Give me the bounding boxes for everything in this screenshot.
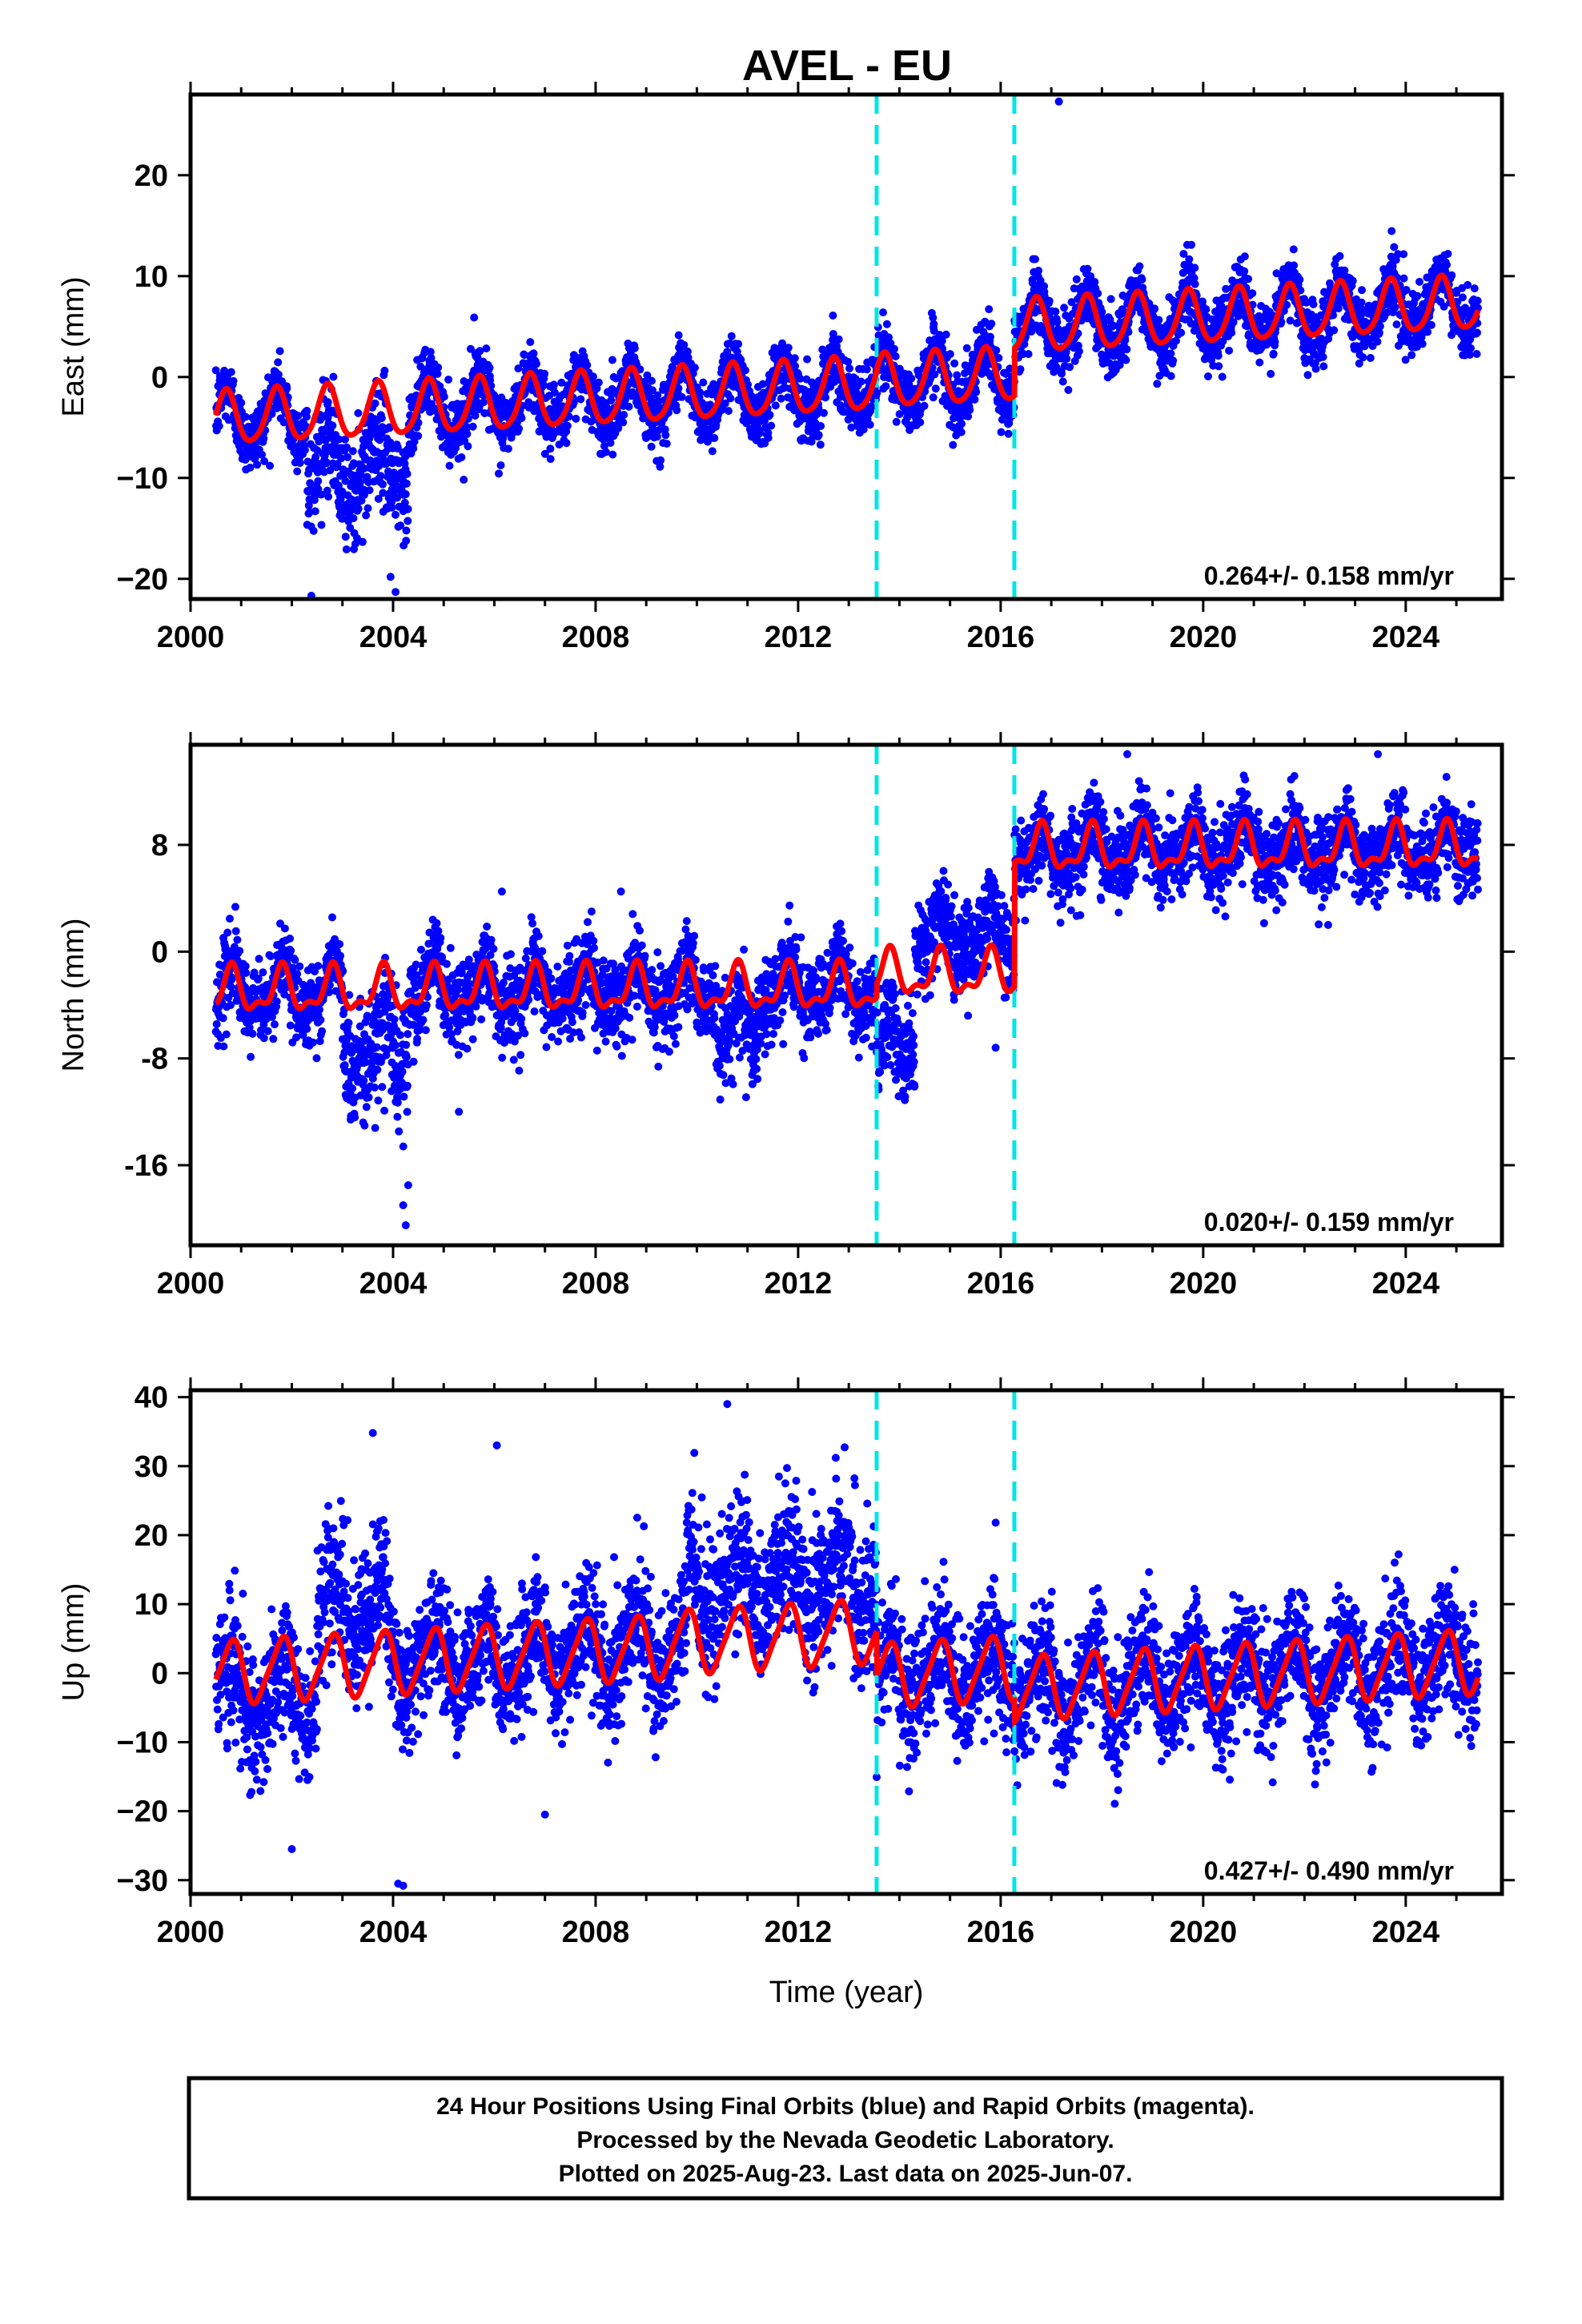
data-points <box>211 750 1482 1229</box>
y-axis-label: Up (mm) <box>57 1583 90 1702</box>
x-tick-label: 2016 <box>967 1267 1035 1301</box>
velocity-annotation: 0.427+/- 0.490 mm/yr <box>1204 1856 1454 1885</box>
final-orbit-positions <box>211 97 1482 599</box>
velocity-annotation: 0.264+/- 0.158 mm/yr <box>1204 561 1454 590</box>
up-panel: 2000 2004 2008 2012 2016 2020 2024 −30 −20 −10 0 10… <box>57 1377 1515 2009</box>
x-tick-label: 2012 <box>765 621 833 654</box>
y-tick-label: 0 <box>151 361 168 395</box>
caption-box: 24 Hour Positions Using Final Orbits (bl… <box>187 2076 1504 2201</box>
x-tick-label: 2024 <box>1372 1916 1440 1949</box>
y-axis-label: North (mm) <box>57 918 90 1072</box>
x-tick-label: 2000 <box>157 1916 225 1949</box>
x-tick-label: 2020 <box>1170 621 1238 654</box>
final-orbit-positions <box>211 1400 1482 1890</box>
plot-frame <box>188 92 1504 601</box>
x-tick-label: 2004 <box>359 1267 428 1301</box>
x-tick-label: 2012 <box>765 1916 833 1949</box>
x-tick-label: 2004 <box>359 621 428 654</box>
y-tick-label: 8 <box>151 829 168 862</box>
model-fit-line <box>214 815 1480 1012</box>
y-axis-label: East (mm) <box>57 276 90 416</box>
data-points <box>211 1400 1482 1890</box>
y-tick-label: −20 <box>117 563 168 597</box>
figure-title: AVEL - EU <box>742 42 952 90</box>
x-tick-label: 2020 <box>1170 1916 1238 1949</box>
y-tick-label: 10 <box>135 1588 168 1622</box>
y-tick-label: −20 <box>117 1795 168 1829</box>
x-tick-label: 2024 <box>1372 1267 1440 1301</box>
x-tick-label: 2012 <box>765 1267 833 1301</box>
model-fit-line <box>213 1598 1481 1728</box>
x-tick-label: 2016 <box>967 621 1035 654</box>
x-axis-label: Time (year) <box>769 1976 924 2009</box>
data-points <box>211 97 1482 599</box>
y-tick-label: −10 <box>117 1726 168 1759</box>
final-orbit-positions <box>211 750 1482 1229</box>
x-tick-label: 2004 <box>359 1916 428 1949</box>
y-tick-label: 0 <box>151 935 168 969</box>
x-tick-label: 2016 <box>967 1916 1035 1949</box>
y-tick-label: -8 <box>141 1043 168 1076</box>
velocity-annotation: 0.020+/- 0.159 mm/yr <box>1204 1208 1454 1236</box>
y-tick-label: -16 <box>124 1149 168 1183</box>
caption-line-2: Processed by the Nevada Geodetic Laborat… <box>576 2127 1114 2153</box>
y-tick-label: 0 <box>151 1657 168 1691</box>
x-tick-label: 2024 <box>1372 621 1440 654</box>
y-tick-label: −10 <box>117 462 168 496</box>
y-tick-label: −30 <box>117 1864 168 1898</box>
y-tick-label: 10 <box>135 260 168 294</box>
caption-line-3: Plotted on 2025-Aug-23. Last data on 202… <box>559 2161 1133 2187</box>
x-tick-label: 2008 <box>562 1916 630 1949</box>
x-tick-label: 2000 <box>157 621 225 654</box>
x-tick-label: 2020 <box>1170 1267 1238 1301</box>
north-panel: 2000 2004 2008 2012 2016 2020 2024 -16 -8 0 8 North… <box>57 732 1515 1301</box>
caption-line-1: 24 Hour Positions Using Final Orbits (bl… <box>436 2093 1255 2120</box>
model-fit-line <box>213 272 1481 444</box>
x-tick-label: 2000 <box>157 1267 225 1301</box>
plot-frame <box>188 1388 1504 1896</box>
plot-frame <box>188 742 1504 1248</box>
x-tick-label: 2008 <box>562 621 630 654</box>
y-tick-label: 40 <box>135 1381 168 1415</box>
east-panel: 2000 2004 2008 2012 2016 2020 2024 −20 −10 0 10 20 E… <box>57 82 1515 654</box>
y-tick-label: 20 <box>135 159 168 193</box>
y-tick-label: 20 <box>135 1519 168 1553</box>
y-tick-label: 30 <box>135 1450 168 1484</box>
x-tick-label: 2008 <box>562 1267 630 1301</box>
